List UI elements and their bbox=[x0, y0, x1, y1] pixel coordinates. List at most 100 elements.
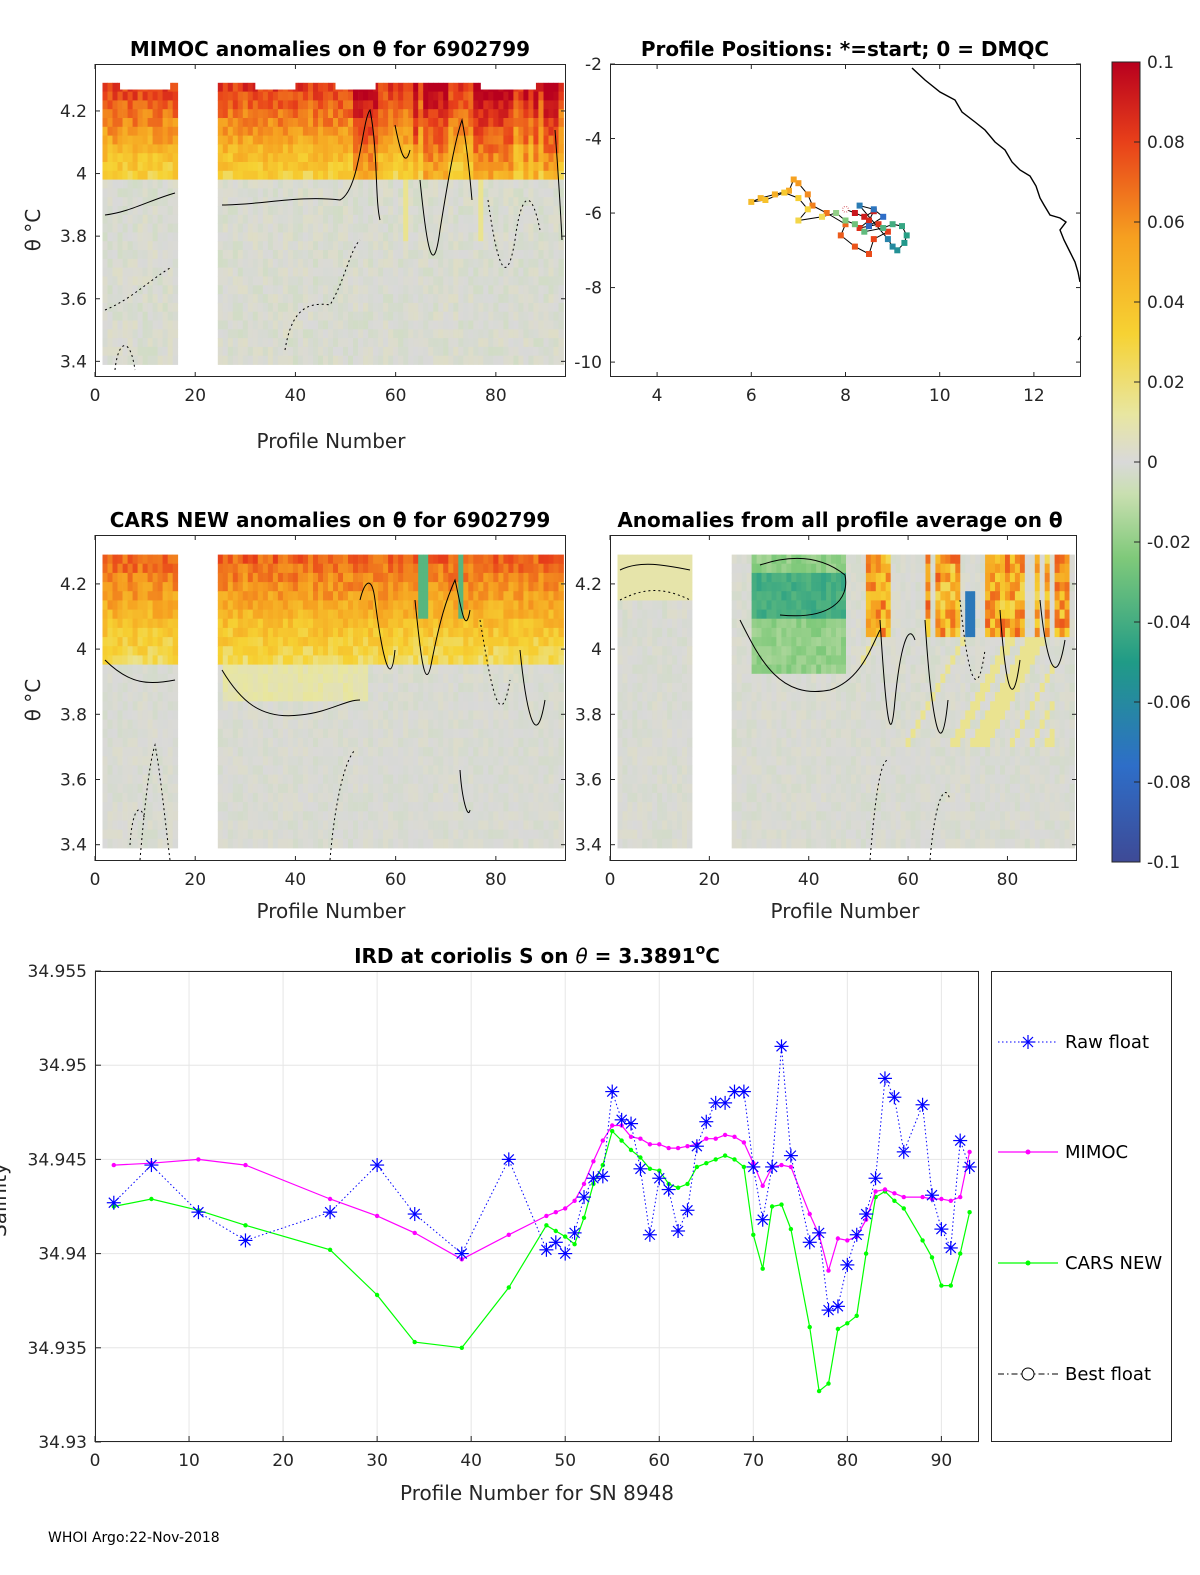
heatmap-cell bbox=[443, 765, 449, 775]
heatmap-cell bbox=[162, 241, 168, 251]
heatmap-cell bbox=[558, 82, 564, 92]
heatmap-cell bbox=[262, 320, 269, 330]
heatmap-cell bbox=[297, 609, 304, 620]
heatmap-cell bbox=[172, 232, 179, 242]
heatmap-cell bbox=[107, 774, 113, 785]
heatmap-cell bbox=[438, 153, 444, 163]
heatmap-cell bbox=[217, 572, 224, 583]
heatmap-cell bbox=[508, 206, 514, 216]
heatmap-cell bbox=[112, 100, 118, 110]
heatmap-cell bbox=[403, 820, 409, 831]
heatmap-cell bbox=[373, 765, 379, 775]
heatmap-cell bbox=[167, 655, 174, 665]
heatmap-cell bbox=[468, 258, 474, 268]
heatmap-cell bbox=[393, 285, 399, 295]
heatmap-cell bbox=[403, 765, 409, 775]
heatmap-cell bbox=[147, 811, 153, 821]
heatmap-cell bbox=[388, 728, 394, 739]
heatmap-cell bbox=[478, 554, 484, 565]
heatmap-cell bbox=[137, 162, 143, 172]
heatmap-cell bbox=[448, 829, 454, 840]
heatmap-cell bbox=[172, 664, 179, 675]
heatmap-cell bbox=[453, 241, 459, 251]
heatmap-cell bbox=[318, 285, 324, 295]
heatmap-cell bbox=[438, 802, 444, 812]
heatmap-cell bbox=[172, 91, 179, 101]
heatmap-cell bbox=[323, 838, 329, 849]
heatmap-cell bbox=[473, 144, 479, 154]
heatmap-cell bbox=[348, 563, 354, 574]
heatmap-cell bbox=[122, 320, 128, 330]
heatmap-cell bbox=[398, 100, 404, 110]
heatmap-cell bbox=[548, 355, 554, 365]
heatmap-cell bbox=[433, 802, 439, 812]
heatmap-cell bbox=[227, 572, 234, 583]
heatmap-cell bbox=[413, 188, 419, 198]
heatmap-cell bbox=[428, 692, 434, 702]
profile-position-marker bbox=[880, 225, 887, 231]
heatmap-cell bbox=[373, 554, 379, 565]
heatmap-cell bbox=[117, 294, 123, 304]
heatmap-cell bbox=[318, 627, 324, 638]
heatmap-cell bbox=[102, 294, 108, 304]
heatmap-cell bbox=[388, 355, 394, 365]
heatmap-cell bbox=[232, 563, 239, 574]
heatmap-cell bbox=[227, 765, 234, 775]
heatmap-cell bbox=[297, 783, 304, 794]
heatmap-cell bbox=[473, 591, 479, 601]
heatmap-cell bbox=[152, 179, 158, 189]
heatmap-cell bbox=[428, 338, 434, 348]
profile-position-marker bbox=[866, 217, 872, 224]
heatmap-cell bbox=[368, 302, 374, 313]
heatmap-cell bbox=[348, 692, 354, 702]
heatmap-cell bbox=[388, 329, 394, 339]
heatmap-cell bbox=[147, 100, 153, 110]
heatmap-cell bbox=[538, 258, 544, 268]
heatmap-cell bbox=[398, 765, 404, 775]
heatmap-cell bbox=[217, 109, 224, 119]
heatmap-cell bbox=[348, 637, 354, 647]
heatmap-cell bbox=[112, 829, 118, 840]
heatmap-cell bbox=[403, 838, 409, 849]
heatmap-cell bbox=[297, 355, 304, 365]
heatmap-cell bbox=[363, 179, 369, 189]
heatmap-cell bbox=[388, 792, 394, 803]
heatmap-cell bbox=[383, 346, 389, 357]
heatmap-cell bbox=[217, 258, 224, 268]
heatmap-cell bbox=[338, 710, 344, 720]
heatmap-cell bbox=[408, 673, 414, 684]
heatmap-cell bbox=[237, 563, 244, 574]
heatmap-cell bbox=[217, 719, 224, 730]
heatmap-cell bbox=[257, 829, 264, 840]
heatmap-cell bbox=[237, 285, 244, 295]
heatmap-cell bbox=[122, 756, 128, 766]
heatmap-cell bbox=[328, 162, 334, 172]
heatmap-cell bbox=[272, 100, 279, 110]
heatmap-cell bbox=[222, 126, 229, 136]
heatmap-cell bbox=[443, 197, 449, 207]
heatmap-cell bbox=[468, 276, 474, 286]
heatmap-cell bbox=[393, 232, 399, 242]
heatmap-cell bbox=[423, 618, 429, 629]
heatmap-cell bbox=[413, 144, 419, 154]
heatmap-cell bbox=[378, 214, 384, 224]
heatmap-cell bbox=[137, 563, 143, 574]
heatmap-cell bbox=[423, 135, 429, 145]
heatmap-cell bbox=[272, 710, 279, 720]
heatmap-cell bbox=[453, 302, 459, 313]
heatmap-cell bbox=[112, 91, 118, 101]
heatmap-cell bbox=[308, 692, 314, 702]
heatmap-cell bbox=[132, 294, 138, 304]
heatmap-cell bbox=[308, 637, 314, 647]
heatmap-cell bbox=[468, 338, 474, 348]
heatmap-cell bbox=[308, 144, 314, 154]
heatmap-cell bbox=[242, 170, 249, 180]
heatmap-cell bbox=[313, 320, 319, 330]
heatmap-cell bbox=[473, 563, 479, 574]
heatmap-cell bbox=[323, 135, 329, 145]
heatmap-cell bbox=[107, 91, 113, 101]
heatmap-cell bbox=[363, 188, 369, 198]
heatmap-cell bbox=[287, 783, 294, 794]
heatmap-cell bbox=[363, 126, 369, 136]
heatmap-cell bbox=[338, 223, 344, 233]
